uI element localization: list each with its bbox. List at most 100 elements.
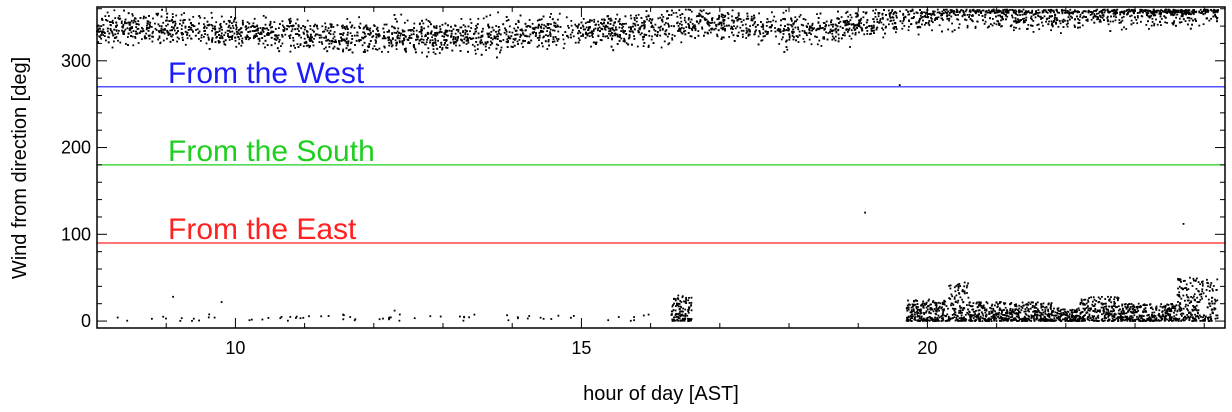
data-point [933,10,936,13]
data-point [1061,19,1064,22]
data-point [1077,26,1079,29]
data-point [440,31,443,33]
data-point [1003,309,1005,311]
data-point [171,13,174,15]
data-point [528,42,531,44]
data-point [914,313,916,316]
data-point [718,21,721,24]
data-point [264,39,267,42]
data-point [1201,11,1204,13]
data-point [390,40,393,43]
data-point [1030,11,1033,14]
data-point [1025,303,1027,306]
data-point [445,46,447,49]
data-point [952,10,955,12]
data-point [105,19,107,21]
data-point [1164,8,1167,11]
data-point [884,26,887,29]
data-point [277,34,280,37]
data-point [552,38,555,40]
data-point [175,14,178,17]
data-point [964,18,966,21]
data-point [847,31,849,33]
data-point [977,304,980,306]
data-point [338,43,341,46]
data-point [768,26,771,29]
data-point [635,20,638,23]
data-point [325,46,327,49]
data-point [567,27,570,29]
data-point [549,35,552,37]
data-point [1140,20,1142,23]
data-point [584,28,586,31]
data-point [932,310,935,313]
data-point [481,34,484,37]
data-point [940,13,943,15]
data-point [956,283,959,286]
data-point [1024,21,1026,23]
data-point [632,22,635,25]
data-point [1156,9,1158,12]
data-point [907,13,910,16]
data-point [624,30,626,32]
data-point [641,21,643,24]
data-point [237,36,240,38]
data-point [911,305,914,308]
data-point [1164,21,1167,24]
data-point [139,17,142,19]
data-point [294,47,296,49]
data-point [808,27,811,30]
data-point [1175,9,1177,12]
data-point [803,30,806,33]
data-point [1099,19,1101,21]
data-point [652,42,655,44]
data-point [497,30,500,33]
data-point [415,51,417,54]
data-point [1007,9,1010,12]
data-point [479,36,482,39]
data-point [672,12,675,14]
data-point [327,27,330,29]
data-point [195,29,197,31]
data-point [732,21,735,24]
data-point [899,10,901,13]
data-point [1000,25,1003,28]
data-point [673,316,675,319]
data-point [1018,11,1021,14]
data-point [551,18,554,21]
data-point [262,15,265,17]
data-point [137,20,140,22]
data-point [910,306,913,309]
data-point [674,319,677,322]
data-point [621,27,623,29]
data-point [101,19,104,21]
data-point [788,38,791,41]
data-point [543,24,546,27]
data-point [667,24,670,27]
data-point [930,308,933,311]
data-point [616,43,619,45]
data-point [816,43,819,46]
data-point [422,22,425,25]
data-point [130,35,132,37]
data-point [677,298,680,301]
data-point [779,24,782,27]
data-point [495,35,498,38]
data-point [668,33,671,35]
data-point [1007,315,1010,318]
data-point [1029,307,1032,310]
data-point [477,17,480,20]
data-point [840,37,843,40]
data-point [791,35,794,37]
data-point [974,319,977,321]
data-point [143,36,146,38]
data-point [436,33,439,36]
data-point [347,28,349,30]
data-point [984,16,986,19]
data-point [371,36,374,38]
data-point [997,313,1000,316]
data-point [642,36,644,38]
data-point [929,308,932,311]
data-point [752,17,755,20]
data-point [325,39,328,42]
